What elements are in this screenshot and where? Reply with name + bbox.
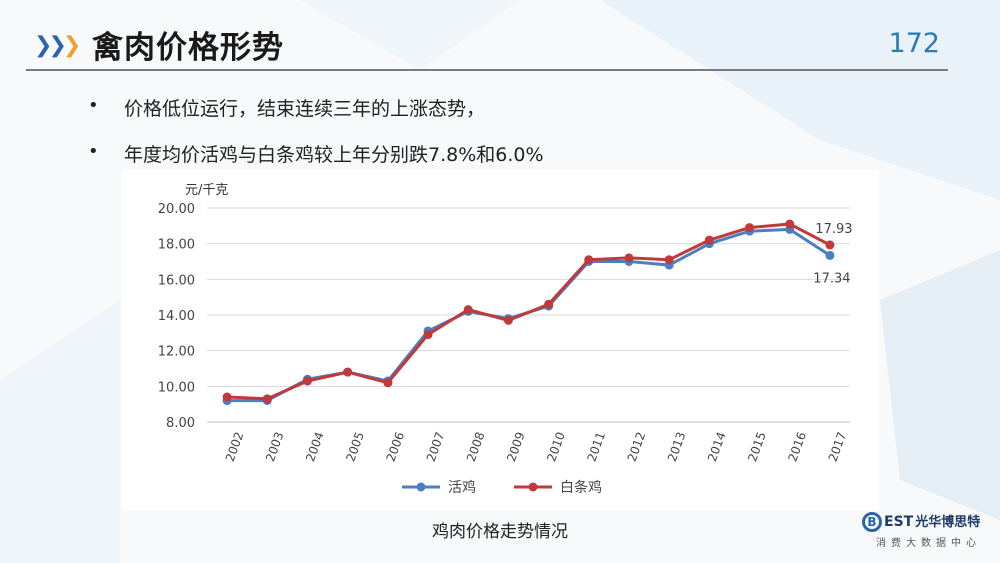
data-point: [343, 367, 353, 377]
company-logo: B EST 光华博思特 消费大数据中心: [862, 512, 992, 558]
slide-header: ❯❯❯ 禽肉价格形势 172: [0, 0, 1000, 72]
x-tick-label: 2014: [705, 430, 729, 463]
x-tick-label: 2002: [223, 430, 247, 463]
x-tick-label: 2013: [665, 430, 689, 463]
x-tick-label: 2010: [544, 430, 568, 463]
x-tick-label: 2016: [785, 430, 809, 463]
data-point: [785, 219, 795, 229]
logo-brand-en: EST: [884, 514, 914, 530]
data-point: [624, 253, 634, 263]
legend-marker: [416, 482, 426, 492]
data-label: 17.93: [815, 222, 852, 237]
data-point: [222, 392, 232, 402]
data-point: [423, 330, 433, 340]
chart-panel: 元/千克 8.00 10.00 12.00 14.00 16.00 18.00 20.00 20…: [122, 170, 879, 510]
y-axis-unit-label: 元/千克: [185, 183, 228, 198]
logo-brand: EST 光华博思特: [884, 511, 980, 530]
x-tick-label: 2005: [343, 430, 367, 463]
data-point: [463, 305, 473, 315]
data-point: [745, 223, 755, 233]
data-point: [704, 235, 714, 245]
series-line-white-strip-chicken: [227, 222, 831, 401]
data-point: [262, 394, 272, 404]
x-tick-label: 2011: [584, 430, 608, 463]
y-tick-label: 8.00: [166, 416, 195, 431]
data-point: [544, 299, 554, 309]
logo-b-icon: B: [862, 512, 882, 532]
x-tick-label: 2003: [263, 430, 287, 463]
y-tick-label: 20.00: [158, 202, 195, 217]
data-point: [503, 315, 513, 325]
x-tick-label: 2017: [826, 430, 850, 463]
legend-label: 白条鸡: [560, 479, 602, 496]
logo-subtitle: 消费大数据中心: [876, 538, 981, 549]
data-point: [302, 376, 312, 386]
x-tick-label: 2006: [384, 430, 408, 463]
y-tick-label: 18.00: [158, 238, 195, 253]
page-number: 172: [888, 28, 940, 59]
y-tick-label: 14.00: [158, 309, 195, 324]
bullet-dot-icon: •: [88, 141, 99, 162]
x-tick-label: 2009: [504, 430, 528, 463]
bullet-text: 年度均价活鸡与白条鸡较上年分别跌7.8%和6.0%: [124, 144, 544, 166]
y-tick-label: 16.00: [158, 273, 195, 288]
logo-brand-cn: 光华博思特: [915, 515, 981, 530]
x-tick-label: 2015: [745, 430, 769, 463]
data-point: [584, 255, 594, 265]
y-tick-label: 10.00: [158, 380, 195, 395]
price-line-chart: 元/千克 8.00 10.00 12.00 14.00 16.00 18.00 20.00 20…: [158, 183, 853, 496]
slide-title: 禽肉价格形势: [92, 30, 284, 66]
data-point: [825, 240, 835, 250]
x-tick-label: 2008: [464, 430, 488, 463]
legend-label: 活鸡: [448, 479, 476, 496]
chevron-arrows-icon: ❯❯❯: [34, 33, 81, 58]
y-tick-label: 12.00: [158, 345, 195, 360]
bullet-text: 价格低位运行，结束连续三年的上涨态势，: [124, 98, 486, 120]
data-label: 17.34: [813, 271, 850, 286]
data-point: [383, 378, 393, 388]
legend-marker: [528, 482, 538, 492]
x-tick-label: 2004: [303, 430, 327, 463]
x-tick-label: 2012: [625, 430, 649, 463]
chart-caption: 鸡肉价格走势情况: [432, 522, 568, 542]
x-tick-label: 2007: [424, 430, 448, 463]
bullet-dot-icon: •: [88, 95, 99, 116]
data-point: [664, 255, 674, 265]
header-divider: [26, 69, 948, 71]
data-point: [825, 250, 835, 260]
